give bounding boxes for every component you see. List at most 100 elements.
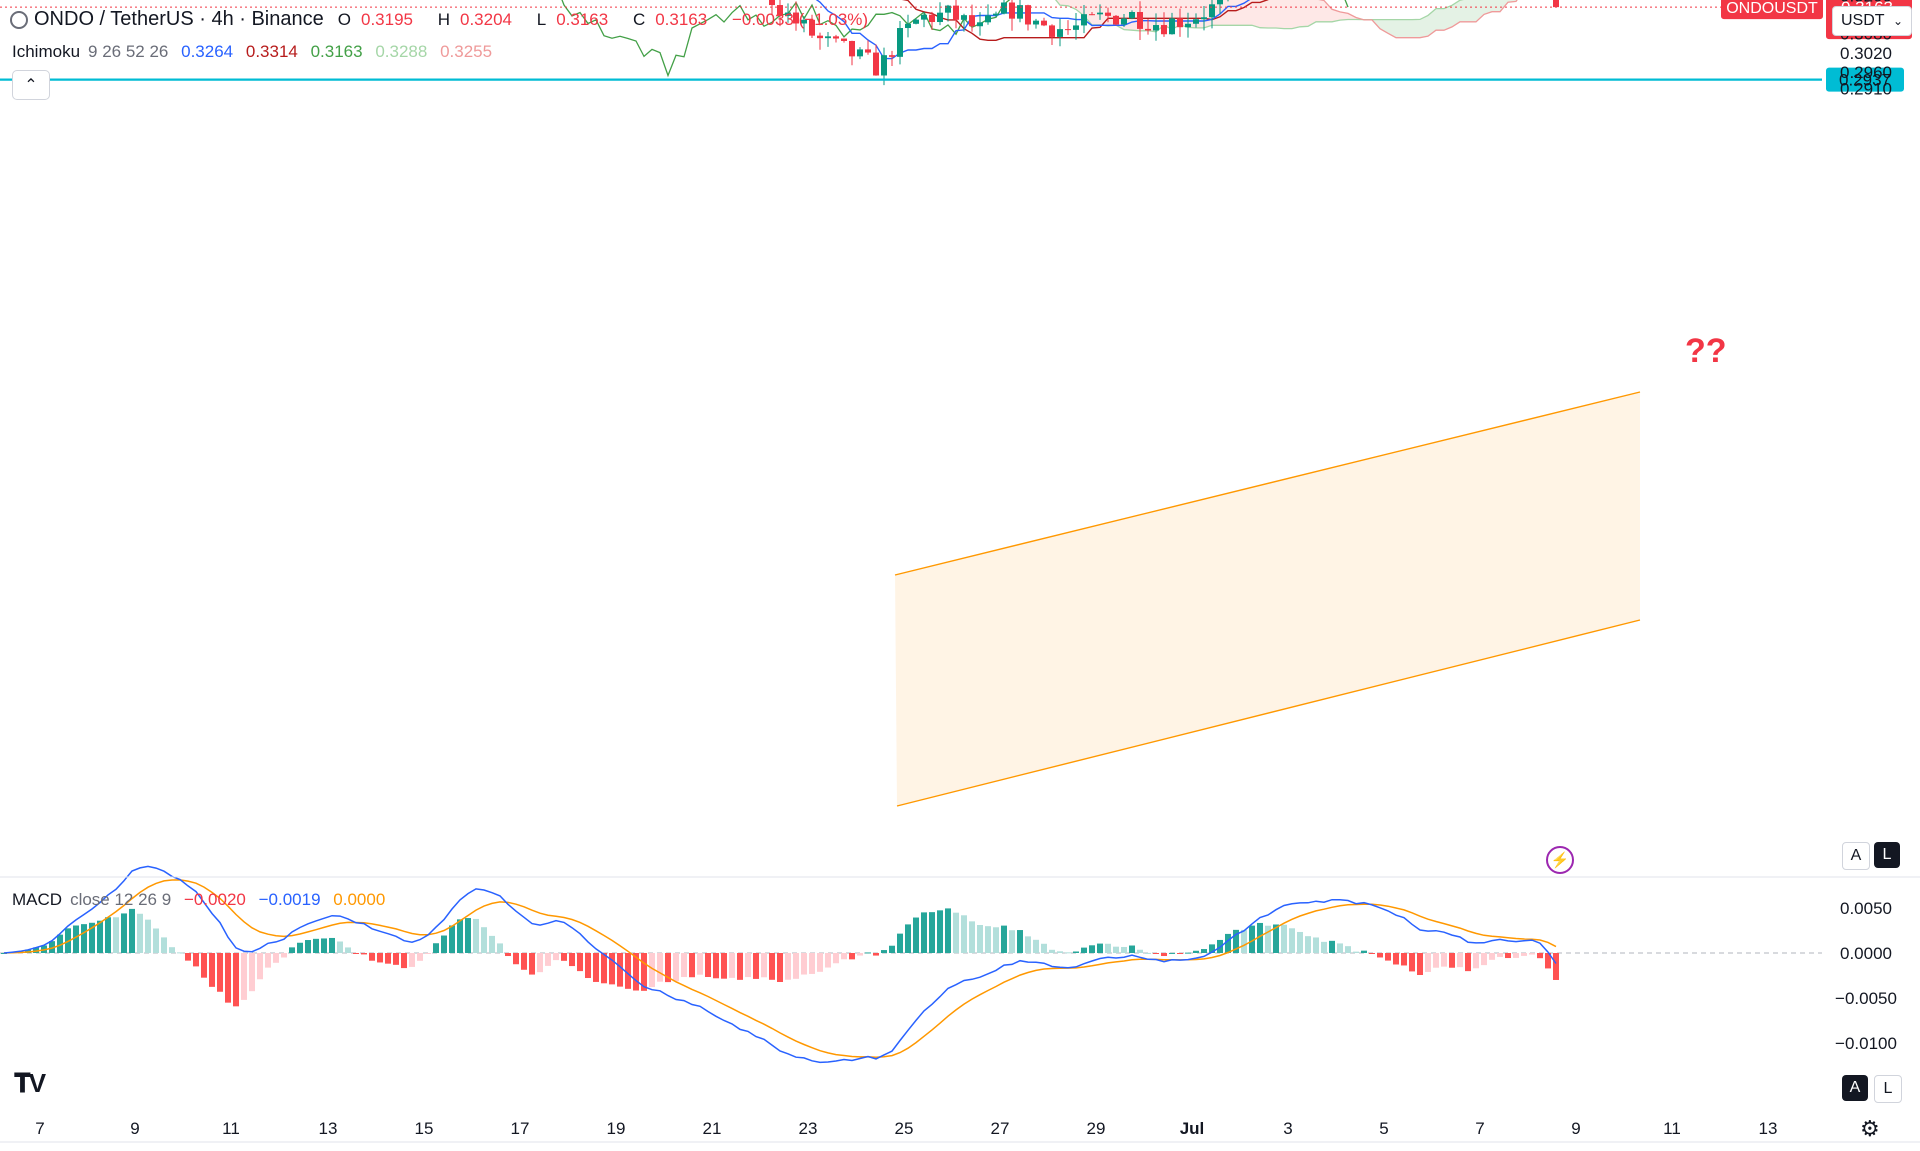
annotation-question-marks: ?? <box>1685 332 1727 370</box>
currency-select[interactable]: USDT ⌄ <box>1832 6 1912 36</box>
macd-histogram-bar <box>777 953 783 982</box>
candle-body[interactable] <box>1209 4 1215 18</box>
candle-body[interactable] <box>1025 5 1031 25</box>
candle-body[interactable] <box>969 15 975 27</box>
candle-body[interactable] <box>953 5 959 20</box>
candle-body[interactable] <box>1089 14 1095 16</box>
macd-histogram-bar <box>993 927 999 953</box>
macd-histogram-bar <box>601 953 607 984</box>
symbol-title[interactable]: ONDO / TetherUS · 4h · Binance <box>34 8 324 30</box>
candle-body[interactable] <box>817 35 823 39</box>
candle-body[interactable] <box>921 14 927 20</box>
candle-body[interactable] <box>1057 29 1063 37</box>
candle-body[interactable] <box>1145 28 1151 31</box>
candle-body[interactable] <box>913 19 919 24</box>
candle-body[interactable] <box>1137 12 1143 29</box>
candle-body[interactable] <box>1185 23 1191 28</box>
candle-body[interactable] <box>785 12 791 16</box>
collapse-legend-button[interactable]: ⌃ <box>12 70 50 100</box>
candle-body[interactable] <box>937 12 943 23</box>
candle-body[interactable] <box>897 28 903 57</box>
macd-histogram-bar <box>609 953 615 985</box>
candle-body[interactable] <box>1553 0 1559 8</box>
candle-body[interactable] <box>881 55 887 76</box>
candle-body[interactable] <box>1065 29 1071 31</box>
candle-body[interactable] <box>945 5 951 13</box>
macd-legend[interactable]: MACD close 12 26 9 −0.0020 −0.0019 0.0000 <box>12 890 393 910</box>
settings-gear-icon[interactable]: ⚙ <box>1860 1116 1880 1141</box>
ichimoku-cloud-segment <box>1300 0 1308 27</box>
candle-body[interactable] <box>833 36 839 39</box>
candle-body[interactable] <box>929 14 935 23</box>
candle-body[interactable] <box>865 49 871 53</box>
candle-body[interactable] <box>1153 25 1159 31</box>
candle-body[interactable] <box>769 0 775 6</box>
candle-body[interactable] <box>1009 2 1015 19</box>
macd-histogram-bar <box>137 913 143 953</box>
candle-body[interactable] <box>905 23 911 29</box>
ichimoku-cloud-segment <box>1484 0 1492 15</box>
tradingview-logo-icon[interactable]: 𝐓V <box>14 1068 46 1098</box>
ichimoku-params: 9 26 52 26 <box>88 42 169 61</box>
candle-body[interactable] <box>977 22 983 27</box>
candle-body[interactable] <box>1121 18 1127 25</box>
candle-body[interactable] <box>961 15 967 20</box>
log-scale-button[interactable]: L <box>1874 842 1900 868</box>
candle-body[interactable] <box>857 49 863 57</box>
auto-scale-button[interactable]: A <box>1842 842 1870 870</box>
macd-histogram-bar <box>1305 936 1311 953</box>
time-axis-label: Jul <box>1180 1119 1205 1138</box>
candle-body[interactable] <box>993 13 999 16</box>
macd-histogram-bar <box>1041 943 1047 953</box>
candle-body[interactable] <box>1033 20 1039 25</box>
ichimoku-cloud-segment <box>1076 0 1084 16</box>
candle-body[interactable] <box>801 19 807 24</box>
candle-body[interactable] <box>873 52 879 76</box>
price-axis-label: 0.2910 <box>1840 79 1892 98</box>
candle-body[interactable] <box>793 12 799 24</box>
symbol-header[interactable]: ONDO / TetherUS · 4h · Binance O 0.3195 H… <box>10 8 878 31</box>
ichimoku-cloud-segment <box>1276 0 1284 29</box>
candle-body[interactable] <box>809 19 815 36</box>
candle-body[interactable] <box>985 15 991 23</box>
macd-value: −0.0019 <box>258 890 321 909</box>
candle-body[interactable] <box>849 40 855 57</box>
macd-log-scale-button[interactable]: L <box>1874 1075 1902 1103</box>
macd-histogram-bar <box>1193 950 1199 953</box>
macd-axis-label: −0.0050 <box>1835 989 1897 1008</box>
candle-body[interactable] <box>889 55 895 57</box>
macd-histogram-bar <box>1273 924 1279 953</box>
candle-body[interactable] <box>1217 0 1223 5</box>
macd-histogram-bar <box>745 953 751 978</box>
macd-params: close 12 26 9 <box>70 890 172 909</box>
candle-body[interactable] <box>1105 12 1111 16</box>
macd-histogram-bar <box>1241 929 1247 953</box>
candle-body[interactable] <box>1113 15 1119 25</box>
macd-histogram-bar <box>905 924 911 953</box>
candle-body[interactable] <box>1161 25 1167 35</box>
candle-body[interactable] <box>1073 25 1079 30</box>
candle-body[interactable] <box>1177 18 1183 28</box>
alert-bolt-icon[interactable]: ⚡ <box>1546 846 1574 874</box>
candle-body[interactable] <box>1201 17 1207 20</box>
candle-body[interactable] <box>777 5 783 16</box>
candle-body[interactable] <box>1017 5 1023 19</box>
candle-body[interactable] <box>1129 12 1135 19</box>
ichimoku-legend[interactable]: Ichimoku 9 26 52 26 0.3264 0.3314 0.3163 … <box>12 42 500 62</box>
macd-histogram-bar <box>1201 949 1207 953</box>
candle-body[interactable] <box>1081 14 1087 26</box>
candle-body[interactable] <box>1041 20 1047 26</box>
candle-body[interactable] <box>1193 19 1199 24</box>
macd-histogram-bar <box>1497 953 1503 957</box>
candle-body[interactable] <box>825 36 831 39</box>
candle-body[interactable] <box>1001 2 1007 14</box>
macd-histogram-bar <box>921 912 927 953</box>
price-axis-label: 0.3200 <box>1840 0 1892 5</box>
candle-body[interactable] <box>1169 18 1175 35</box>
candle-body[interactable] <box>841 38 847 41</box>
macd-auto-scale-button[interactable]: A <box>1842 1075 1868 1101</box>
candle-body[interactable] <box>1097 12 1103 15</box>
candle-body[interactable] <box>1049 25 1055 37</box>
macd-histogram-bar <box>841 953 847 960</box>
